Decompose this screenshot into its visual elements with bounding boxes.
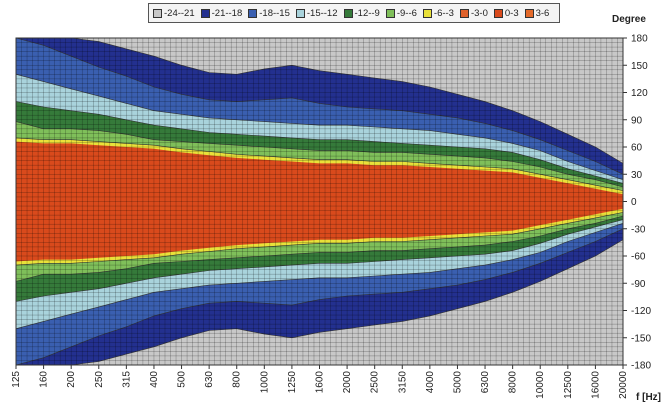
x-tick-label: 1250: [287, 371, 298, 394]
x-tick-label: 800: [232, 371, 243, 388]
legend-swatch: [422, 8, 432, 18]
x-tick-label: 160: [39, 371, 50, 388]
legend-item: -9--6: [385, 7, 417, 19]
legend-label: -3-0: [470, 7, 488, 19]
x-tick-label: 125: [11, 371, 22, 388]
legend-item: 3-6: [524, 7, 550, 19]
x-tick-label: 200: [66, 371, 77, 388]
y-tick-label: 30: [631, 170, 643, 181]
legend-label: -9--6: [396, 7, 417, 19]
y-tick-label: -180: [631, 361, 651, 372]
legend-item: -6--3: [422, 7, 454, 19]
y-tick-label: -30: [631, 224, 646, 235]
legend-label: -6--3: [433, 7, 454, 19]
chart-legend: -24--21 -21--18 -18--15 -15--12 -12--9 -9--6 -…: [148, 3, 561, 23]
legend-swatch: [153, 8, 162, 18]
legend-swatch: [343, 8, 353, 18]
legend-label: 3-6: [535, 7, 550, 19]
legend-label: -12--9: [354, 7, 380, 19]
x-tick-label: 4000: [425, 371, 436, 394]
y-axis-title: Degree: [612, 14, 646, 25]
legend-swatch: [493, 8, 503, 18]
x-tick-label: 400: [149, 371, 160, 388]
x-tick-label: 315: [121, 371, 132, 388]
legend-item: -24--21: [153, 8, 195, 19]
legend-item: -3-0: [459, 7, 488, 19]
legend-item: -15--12: [295, 7, 338, 19]
grid-lines: [15, 37, 624, 366]
y-tick-label: 90: [631, 115, 643, 126]
legend-item: -12--9: [343, 7, 380, 19]
x-tick-label: 500: [177, 371, 188, 388]
legend-label: 0-3: [504, 7, 519, 19]
legend-label: -15--12: [306, 7, 338, 19]
legend-label: -18--15: [259, 7, 290, 19]
x-tick-label: 6300: [480, 371, 491, 394]
legend-swatch: [524, 8, 534, 18]
legend-item: -21--18: [200, 7, 243, 19]
y-tick-label: 120: [631, 88, 648, 99]
x-tick-label: 20000: [618, 371, 629, 399]
legend-swatch: [248, 8, 258, 18]
x-tick-label: 10000: [535, 371, 546, 399]
legend-label: -21--18: [211, 7, 243, 19]
y-tick-label: 0: [631, 197, 637, 208]
y-tick-label: 180: [631, 34, 648, 45]
x-tick-label: 630: [204, 371, 215, 388]
x-tick-label: 1600: [315, 371, 326, 394]
y-tick-label: 60: [631, 143, 643, 154]
legend-swatch: [385, 8, 395, 18]
y-tick-label: -90: [631, 279, 646, 290]
x-tick-label: 8000: [508, 371, 519, 394]
x-tick-label: 250: [94, 371, 105, 388]
y-tick-label: -150: [631, 333, 651, 344]
y-tick-label: -60: [631, 252, 646, 263]
y-tick-label: 150: [631, 61, 648, 72]
y-tick-label: -120: [631, 306, 651, 317]
x-tick-label: 5000: [452, 371, 463, 394]
x-tick-label: 2000: [342, 371, 353, 394]
legend-swatch: [200, 8, 210, 18]
x-tick-label: 1000: [259, 371, 270, 394]
legend-item: 0-3: [493, 7, 519, 19]
x-tick-label: 2500: [370, 371, 381, 394]
legend-swatch: [459, 8, 469, 18]
x-tick-label: 3150: [397, 371, 408, 394]
x-tick-label: 16000: [590, 371, 601, 399]
legend-swatch: [295, 8, 305, 18]
x-tick-label: 12500: [563, 371, 574, 399]
legend-item: -18--15: [248, 8, 290, 19]
x-axis-title: f [Hz]: [636, 392, 661, 403]
legend-label: -24--21: [164, 7, 195, 19]
